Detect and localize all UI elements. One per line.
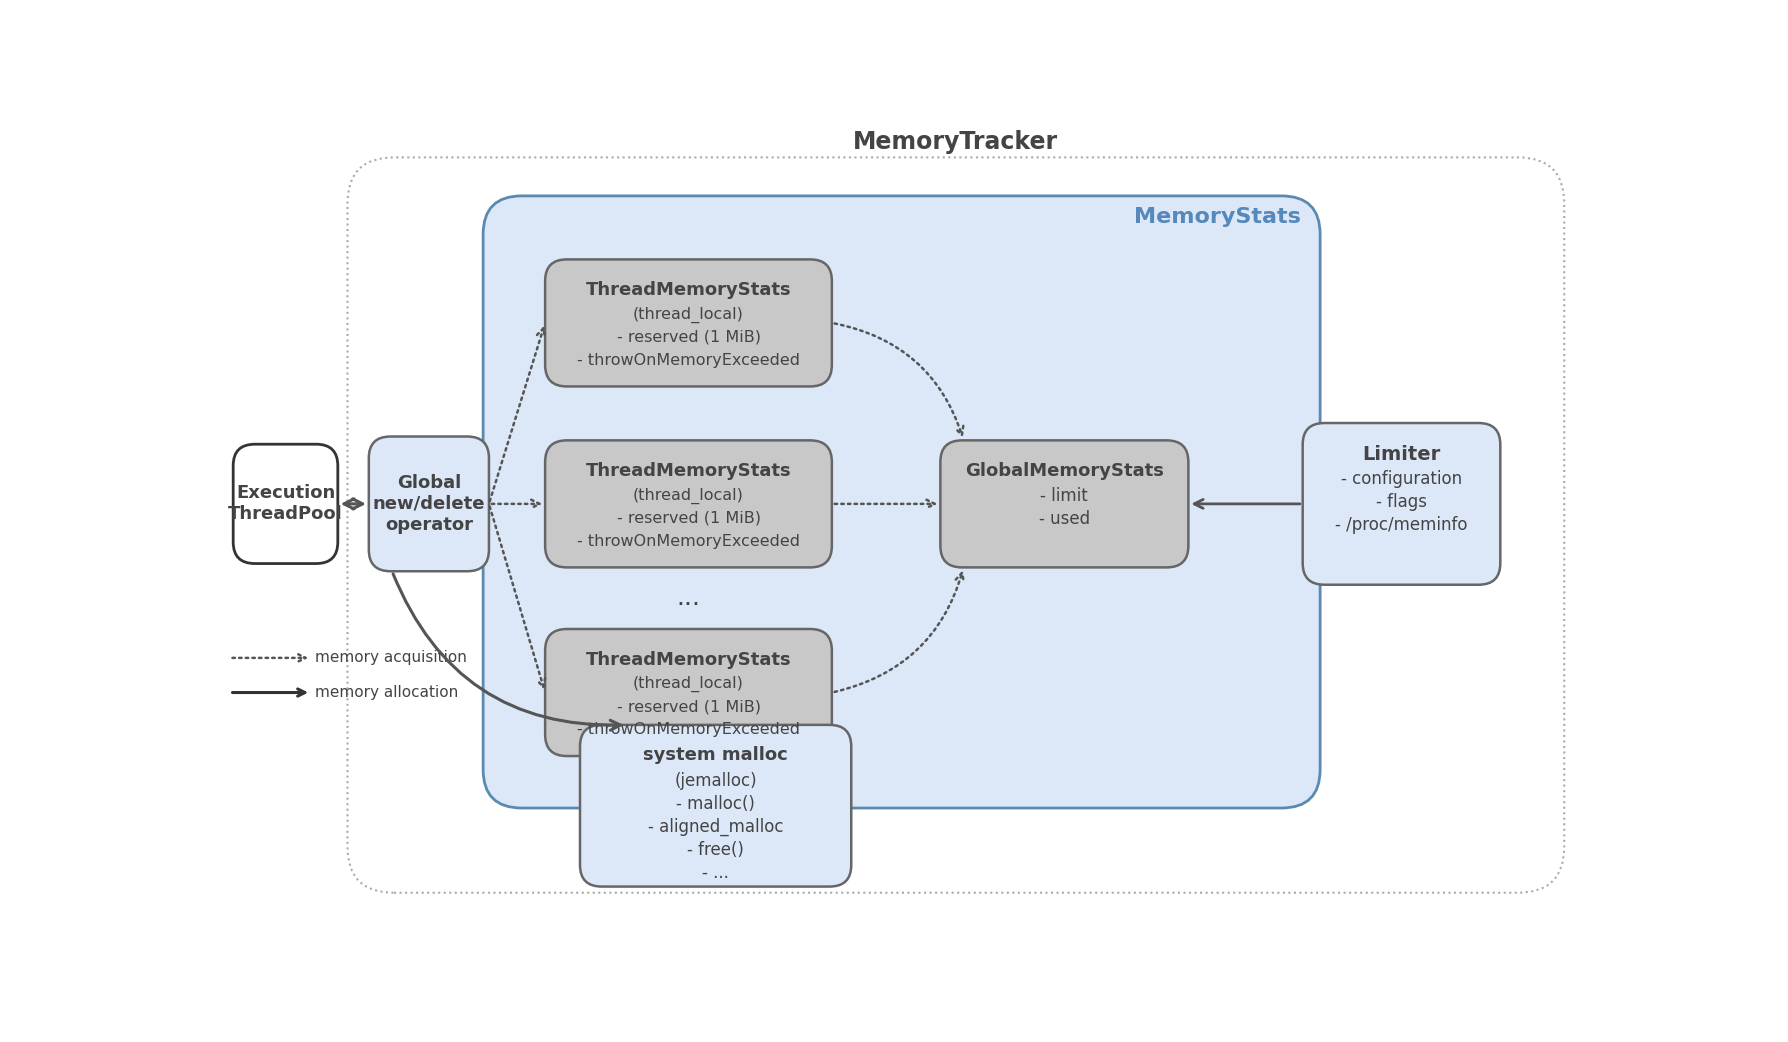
Text: ThreadMemoryStats: ThreadMemoryStats xyxy=(586,650,792,669)
FancyBboxPatch shape xyxy=(483,196,1320,808)
Text: (thread_local): (thread_local) xyxy=(633,488,744,503)
Text: - throwOnMemoryExceeded: - throwOnMemoryExceeded xyxy=(578,722,799,737)
Text: memory allocation: memory allocation xyxy=(315,685,458,700)
Text: - ...: - ... xyxy=(703,864,730,883)
FancyBboxPatch shape xyxy=(545,441,831,568)
Text: - throwOnMemoryExceeded: - throwOnMemoryExceeded xyxy=(578,352,799,368)
Text: - aligned_malloc: - aligned_malloc xyxy=(647,818,783,837)
FancyBboxPatch shape xyxy=(940,441,1189,568)
Text: - reserved (1 MiB): - reserved (1 MiB) xyxy=(617,511,760,525)
Text: ...: ... xyxy=(676,587,701,611)
FancyBboxPatch shape xyxy=(232,444,338,564)
Text: GlobalMemoryStats: GlobalMemoryStats xyxy=(966,462,1164,480)
Text: ThreadMemoryStats: ThreadMemoryStats xyxy=(586,462,792,480)
Text: - flags: - flags xyxy=(1377,493,1427,511)
Text: - throwOnMemoryExceeded: - throwOnMemoryExceeded xyxy=(578,534,799,548)
FancyBboxPatch shape xyxy=(579,725,851,887)
Text: - /proc/meminfo: - /proc/meminfo xyxy=(1336,516,1468,535)
Text: Execution
ThreadPool: Execution ThreadPool xyxy=(229,485,343,523)
Text: Global
new/delete
operator: Global new/delete operator xyxy=(372,474,485,534)
Text: - configuration: - configuration xyxy=(1341,470,1463,488)
Text: (jemalloc): (jemalloc) xyxy=(674,772,756,790)
Text: - malloc(): - malloc() xyxy=(676,795,755,813)
Text: - free(): - free() xyxy=(687,841,744,860)
FancyBboxPatch shape xyxy=(1303,423,1500,585)
Text: - reserved (1 MiB): - reserved (1 MiB) xyxy=(617,329,760,345)
Text: - limit: - limit xyxy=(1041,488,1089,505)
Text: MemoryTracker: MemoryTracker xyxy=(853,129,1058,153)
Text: Limiter: Limiter xyxy=(1362,445,1441,464)
Text: (thread_local): (thread_local) xyxy=(633,306,744,323)
FancyBboxPatch shape xyxy=(368,437,488,571)
Text: system malloc: system malloc xyxy=(644,746,789,765)
Text: MemoryStats: MemoryStats xyxy=(1134,207,1300,227)
Text: - used: - used xyxy=(1039,511,1091,528)
Text: (thread_local): (thread_local) xyxy=(633,676,744,692)
Text: - reserved (1 MiB): - reserved (1 MiB) xyxy=(617,699,760,714)
FancyBboxPatch shape xyxy=(545,629,831,756)
Text: ThreadMemoryStats: ThreadMemoryStats xyxy=(586,281,792,299)
FancyBboxPatch shape xyxy=(545,259,831,387)
Text: memory acquisition: memory acquisition xyxy=(315,650,467,666)
